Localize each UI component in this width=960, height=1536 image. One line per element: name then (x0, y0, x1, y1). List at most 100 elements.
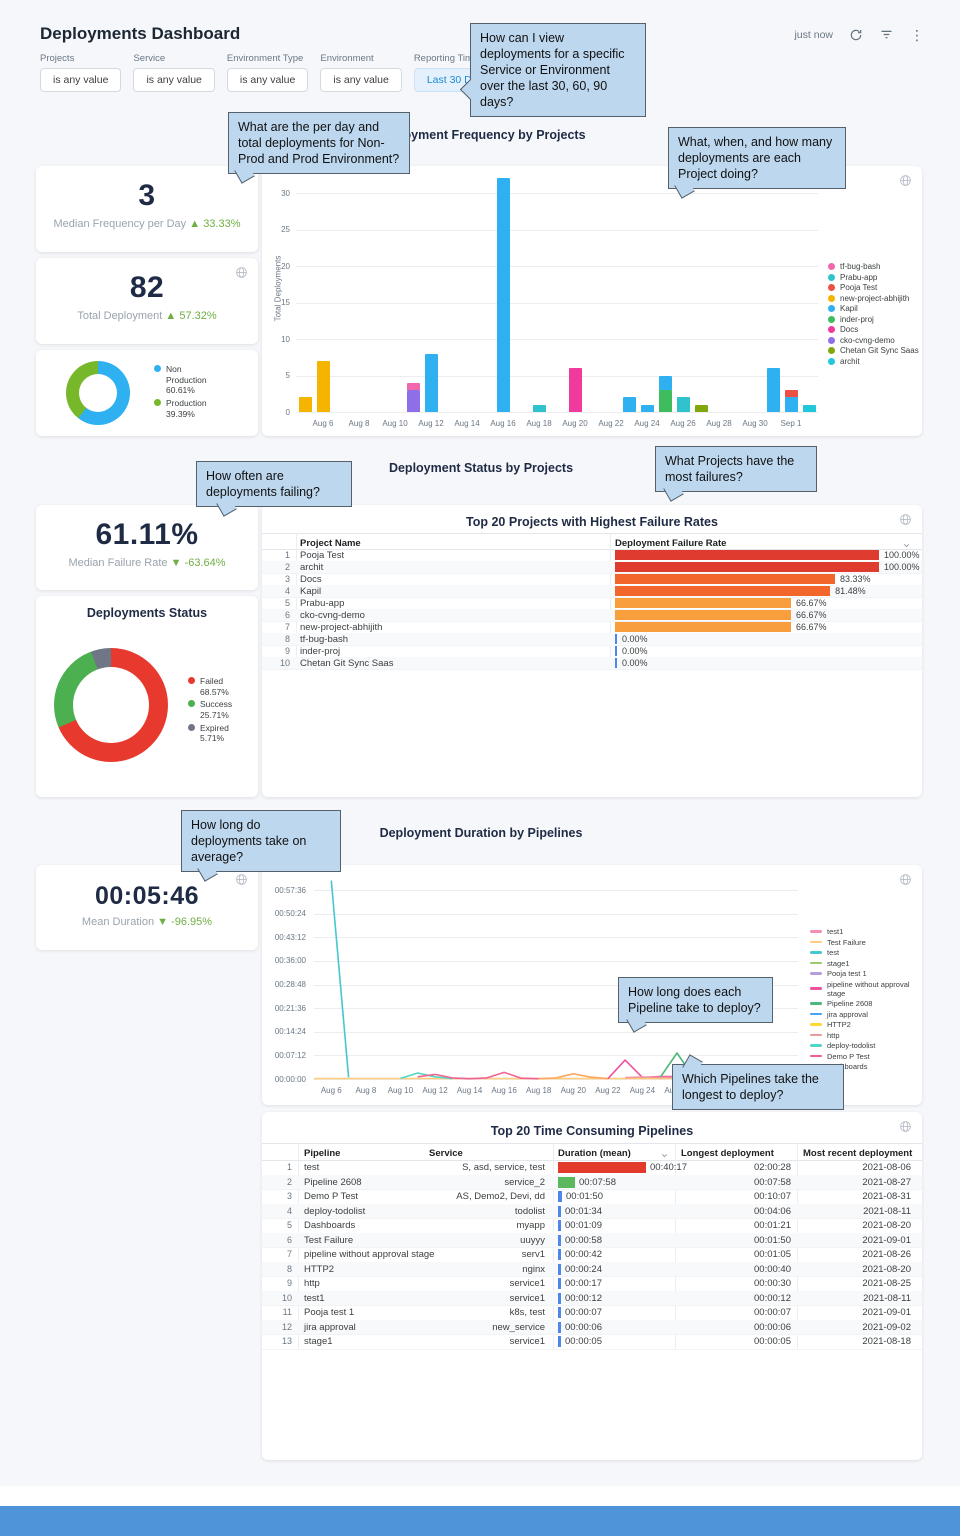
filter-icon[interactable] (879, 27, 894, 42)
y-axis-tick: 00:43:12 (274, 932, 306, 942)
x-axis-tick: Aug 14 (456, 1086, 483, 1095)
longest-deployment: 00:01:50 (754, 1234, 791, 1246)
filter-environment-value[interactable]: is any value (320, 68, 402, 92)
failure-rate-value: 0.00% (622, 646, 648, 656)
bar-segment (622, 397, 636, 412)
legend-item-HTTP2[interactable]: HTTP2 (810, 1020, 920, 1029)
x-axis-tick: Aug 10 (382, 419, 408, 428)
delta-value: 33.33% (203, 218, 241, 230)
legend-item-test[interactable]: test (810, 948, 920, 957)
duration-value: 00:00:12 (565, 1292, 602, 1304)
legend-line-swatch (810, 940, 822, 944)
legend-item-Docs[interactable]: Docs (828, 325, 922, 334)
bar-segment (766, 368, 780, 412)
column-header-longest[interactable]: Longest deployment (681, 1148, 774, 1159)
duration-bar (558, 1263, 561, 1275)
column-header-service[interactable]: Service (429, 1148, 463, 1159)
sort-chevron-icon[interactable] (902, 541, 911, 550)
pipeline-name: pipeline without approval stage (304, 1249, 435, 1260)
refresh-icon[interactable] (849, 28, 863, 42)
longest-deployment: 02:00:28 (754, 1162, 791, 1173)
legend-item-deploy-todolist[interactable]: deploy-todolist (810, 1041, 920, 1050)
filter-projects-value[interactable]: is any value (40, 68, 122, 92)
legend-item-Pooja test 1[interactable]: Pooja test 1 (810, 969, 920, 978)
callout-avg-duration: How long do deployments take on average? (181, 810, 341, 882)
x-axis-tick: Aug 22 (595, 1086, 621, 1095)
frequency-bar-plot: 0 5 10 15 20 25 30 Aug 6 Aug 8 Aug 10 Aug 12 Aug 14… (262, 166, 822, 436)
filter-service-value[interactable]: is any value (133, 68, 215, 92)
failure-rate-bar (615, 550, 879, 560)
legend-dot (154, 398, 161, 406)
gridline (296, 229, 818, 231)
kebab-menu-icon[interactable]: ⋮ (910, 26, 924, 43)
bar-segment (658, 375, 672, 391)
table-row: 2 Pipeline 2608 service_2 00:07:58 00:07:58 2… (262, 1174, 922, 1190)
failure-rate-bar (615, 598, 791, 608)
column-header-pipeline[interactable]: Pipeline (304, 1148, 341, 1159)
failure-rate-value: 66.67% (796, 610, 827, 620)
legend-item-Test Failure[interactable]: Test Failure (810, 938, 920, 947)
duration-bar (558, 1321, 561, 1333)
frequency-chart-card: Total Deployments 0 5 10 15 20 25 30 Aug 6 Aug 8… (262, 166, 922, 436)
legend-item-Success[interactable]: Success 25.71% (188, 699, 254, 720)
duration-value: 00:00:07 (565, 1307, 602, 1318)
project-name: cko-cvng-demo (300, 610, 365, 621)
legend-item-cko-cvng-demo[interactable]: cko-cvng-demo (828, 336, 922, 345)
legend-item-Kapil[interactable]: Kapil (828, 304, 922, 313)
legend-item-stage1[interactable]: stage1 (810, 959, 920, 968)
legend-item-Pipeline 2608[interactable]: Pipeline 2608 (810, 999, 920, 1008)
most-recent-deployment: 2021-08-27 (862, 1176, 911, 1188)
legend-item-Pooja Test[interactable]: Pooja Test (828, 283, 922, 292)
legend-item-Failed[interactable]: Failed 68.57% (188, 676, 254, 697)
row-rank: 8 (284, 634, 290, 644)
legend-item-archit[interactable]: archit (828, 357, 922, 366)
bar-segment (640, 404, 654, 412)
legend-item-inder-proj[interactable]: inder-proj (828, 315, 922, 324)
sort-chevron-icon[interactable] (660, 1151, 669, 1160)
legend-line-swatch (810, 1023, 822, 1026)
table-row: 6 cko-cvng-demo 66.67% (262, 609, 922, 622)
filter-environment-type-value[interactable]: is any value (226, 68, 309, 92)
legend-label: pipeline without approval stage (827, 979, 910, 998)
pipeline-name: test1 (304, 1292, 325, 1304)
failure-table-title: Top 20 Projects with Highest Failure Rat… (466, 515, 718, 529)
legend-label: stage1 (827, 958, 850, 968)
column-header-duration[interactable]: Duration (mean) (558, 1148, 631, 1159)
legend-item-Demo P Test[interactable]: Demo P Test (810, 1052, 920, 1061)
legend-item-new-project-abhijith[interactable]: new-project-abhijith (828, 294, 922, 303)
kpi-value: 82 (129, 271, 165, 304)
legend-item-test1[interactable]: test1 (810, 927, 920, 936)
legend-item-Expired[interactable]: Expired 5.71% (188, 723, 254, 744)
bar-segment (568, 368, 582, 412)
column-header-project-name[interactable]: Project Name (300, 538, 361, 549)
gridline (314, 913, 798, 915)
legend-item-Production[interactable]: Production 39.39% (154, 398, 234, 419)
most-recent-deployment: 2021-08-26 (862, 1249, 911, 1260)
y-axis-tick: 20 (281, 261, 290, 271)
project-name: Prabu-app (300, 598, 345, 609)
legend-item-Non Production[interactable]: Non Production 60.61% (154, 364, 234, 396)
y-axis-tick: 00:00:00 (274, 1074, 306, 1084)
row-rank: 8 (286, 1263, 292, 1274)
globe-icon (235, 873, 248, 886)
legend-item-pipeline without approval stage[interactable]: pipeline without approval stage (810, 980, 920, 998)
gridline (296, 193, 818, 194)
duration-bar (558, 1162, 646, 1173)
legend-item-Prabu-app[interactable]: Prabu-app (828, 273, 922, 282)
legend-dot (188, 700, 195, 708)
gridline (314, 890, 798, 892)
legend-line-swatch (810, 987, 822, 990)
legend-item-http[interactable]: http (810, 1031, 920, 1040)
x-axis-tick: Aug 8 (348, 419, 370, 428)
y-axis-tick: 00:50:24 (274, 909, 306, 919)
most-recent-deployment: 2021-08-20 (862, 1220, 911, 1231)
line-series-Dashboards (538, 1073, 608, 1080)
legend-item-tf-bug-bash[interactable]: tf-bug-bash (828, 262, 922, 271)
legend-item-jira approval[interactable]: jira approval (810, 1010, 920, 1019)
row-rank: 11 (282, 1307, 292, 1317)
column-header-failure-rate[interactable]: Deployment Failure Rate (615, 538, 727, 549)
delta-arrow-icon: ▲ (165, 310, 177, 322)
column-header-recent[interactable]: Most recent deployment (803, 1148, 913, 1159)
row-rank: 5 (284, 598, 290, 608)
legend-item-Chetan Git Sync Saas[interactable]: Chetan Git Sync Saas (828, 346, 922, 355)
